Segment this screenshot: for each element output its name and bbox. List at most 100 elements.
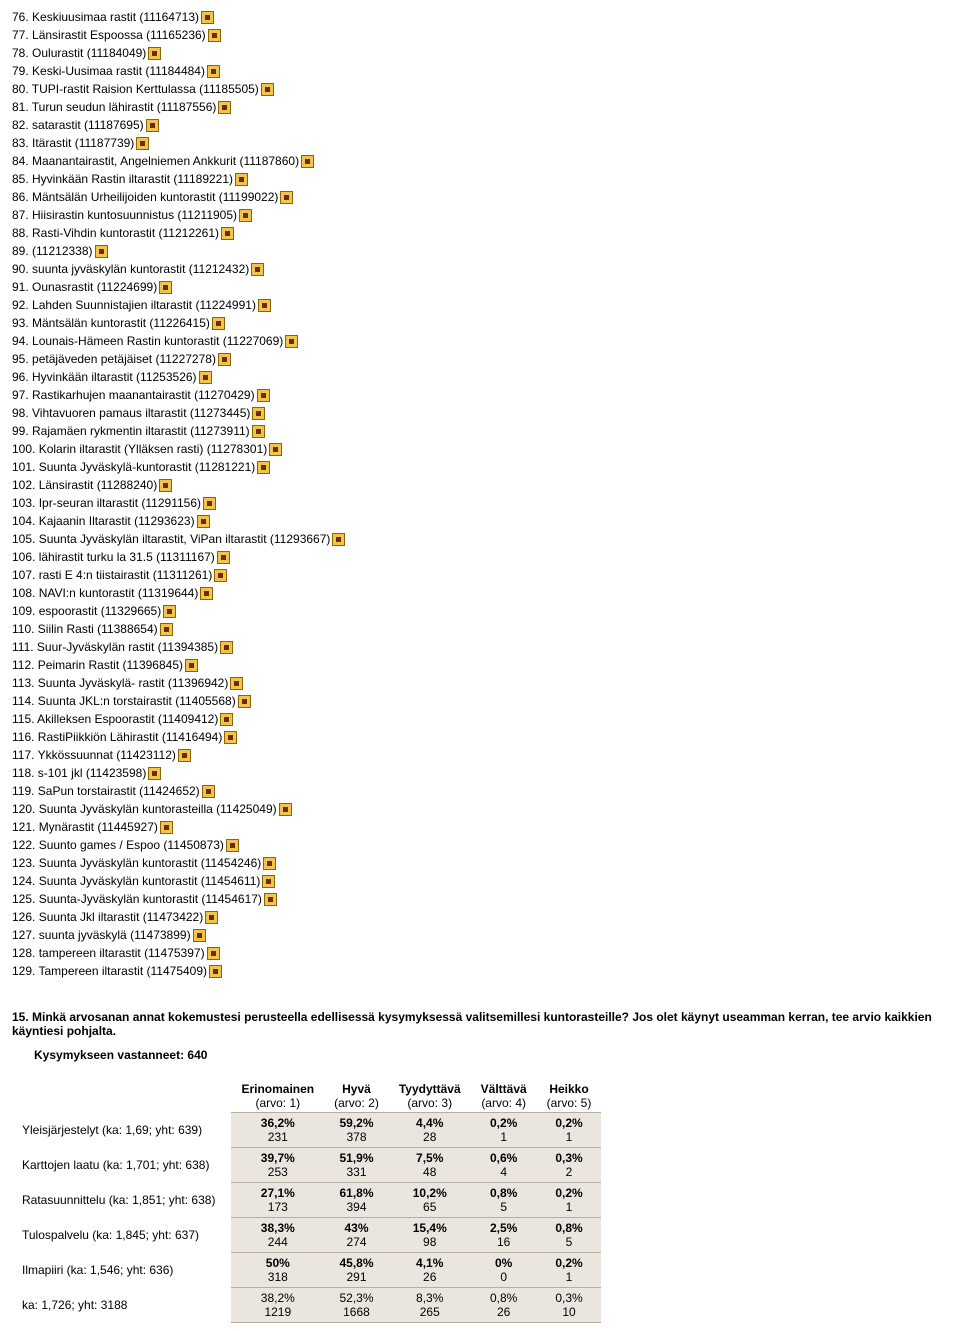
list-item: 112. Peimarin Rastit (11396845) [12, 656, 948, 674]
item-marker-icon [258, 299, 271, 312]
list-item-text: 98. Vihtavuoren pamaus iltarastit (11273… [12, 404, 250, 422]
data-cell: 0,2%1 [537, 1113, 602, 1148]
data-cell: 7,5%48 [389, 1148, 471, 1183]
data-cell: 61,8%394 [324, 1183, 389, 1218]
data-cell: 8,3%265 [389, 1288, 471, 1323]
list-item: 115. Akilleksen Espoorastit (11409412) [12, 710, 948, 728]
item-marker-icon [257, 389, 270, 402]
data-cell: 15,4%98 [389, 1218, 471, 1253]
list-item-text: 91. Ounasrastit (11224699) [12, 278, 157, 296]
question-heading: 15. Minkä arvosanan annat kokemustesi pe… [12, 1010, 948, 1038]
list-item-text: 103. Ipr-seuran iltarastit (11291156) [12, 494, 201, 512]
list-item-text: 78. Oulurastit (11184049) [12, 44, 146, 62]
item-marker-icon [262, 875, 275, 888]
list-item: 95. petäjäveden petäjäiset (11227278) [12, 350, 948, 368]
list-item: 116. RastiPiikkiön Lähirastit (11416494) [12, 728, 948, 746]
list-item-text: 126. Suunta Jkl iltarastit (11473422) [12, 908, 203, 926]
list-item: 94. Lounais-Hämeen Rastin kuntorastit (1… [12, 332, 948, 350]
list-item-text: 113. Suunta Jyväskylä- rastit (11396942) [12, 674, 228, 692]
item-marker-icon [200, 587, 213, 600]
row-label: Ratasuunnittelu (ka: 1,851; yht: 638) [12, 1183, 231, 1218]
list-item-text: 109. espoorastit (11329665) [12, 602, 161, 620]
list-item: 104. Kajaanin Iltarastit (11293623) [12, 512, 948, 530]
list-item: 118. s-101 jkl (11423598) [12, 764, 948, 782]
item-marker-icon [214, 569, 227, 582]
list-item-text: 97. Rastikarhujen maanantairastit (11270… [12, 386, 255, 404]
item-marker-icon [280, 191, 293, 204]
item-marker-icon [202, 785, 215, 798]
data-cell: 45,8%291 [324, 1253, 389, 1288]
list-item-text: 127. suunta jyväskylä (11473899) [12, 926, 191, 944]
list-item: 81. Turun seudun lähirastit (11187556) [12, 98, 948, 116]
item-marker-icon [193, 929, 206, 942]
list-item: 103. Ipr-seuran iltarastit (11291156) [12, 494, 948, 512]
data-cell: 36,2%231 [231, 1113, 324, 1148]
data-cell: 0,2%1 [537, 1183, 602, 1218]
item-marker-icon [163, 605, 176, 618]
list-item: 93. Mäntsälän kuntorastit (11226415) [12, 314, 948, 332]
list-item: 117. Ykkössuunnat (11423112) [12, 746, 948, 764]
data-cell: 0%0 [471, 1253, 537, 1288]
table-header-cell: Välttävä(arvo: 4) [471, 1080, 537, 1113]
item-marker-icon [185, 659, 198, 672]
item-marker-icon [201, 11, 214, 24]
data-cell: 0,2%1 [537, 1253, 602, 1288]
data-cell: 0,6%4 [471, 1148, 537, 1183]
item-marker-icon [148, 47, 161, 60]
list-item-text: 119. SaPun torstairastit (11424652) [12, 782, 200, 800]
list-item: 125. Suunta-Jyväskylän kuntorastit (1145… [12, 890, 948, 908]
list-item: 80. TUPI-rastit Raision Kerttulassa (111… [12, 80, 948, 98]
list-item: 128. tampereen iltarastit (11475397) [12, 944, 948, 962]
list-item: 113. Suunta Jyväskylä- rastit (11396942) [12, 674, 948, 692]
item-marker-icon [220, 641, 233, 654]
list-item: 101. Suunta Jyväskylä-kuntorastit (11281… [12, 458, 948, 476]
list-item-text: 120. Suunta Jyväskylän kuntorasteilla (1… [12, 800, 277, 818]
list-item: 79. Keski-Uusimaa rastit (11184484) [12, 62, 948, 80]
list-item: 84. Maanantairastit, Angelniemen Ankkuri… [12, 152, 948, 170]
list-item-text: 82. satarastit (11187695) [12, 116, 144, 134]
item-marker-icon [159, 281, 172, 294]
list-item: 129. Tampereen iltarastit (11475409) [12, 962, 948, 980]
item-marker-icon [207, 947, 220, 960]
list-item: 114. Suunta JKL:n torstairastit (1140556… [12, 692, 948, 710]
list-item: 76. Keskiuusimaa rastit (11164713) [12, 8, 948, 26]
list-item-text: 99. Rajamäen rykmentin iltarastit (11273… [12, 422, 250, 440]
list-item-text: 81. Turun seudun lähirastit (11187556) [12, 98, 216, 116]
list-item: 85. Hyvinkään Rastin iltarastit (1118922… [12, 170, 948, 188]
table-header-cell: Heikko(arvo: 5) [537, 1080, 602, 1113]
spacer [12, 980, 948, 1010]
data-cell: 0,8%5 [471, 1183, 537, 1218]
item-marker-icon [257, 461, 270, 474]
list-item: 87. Hiisirastin kuntosuunnistus (1121190… [12, 206, 948, 224]
table-header-row: Erinomainen(arvo: 1)Hyvä(arvo: 2)Tyydytt… [12, 1080, 601, 1113]
data-cell: 27,1%173 [231, 1183, 324, 1218]
item-marker-icon [160, 623, 173, 636]
list-item-text: 93. Mäntsälän kuntorastit (11226415) [12, 314, 210, 332]
list-item: 122. Suunto games / Espoo (11450873) [12, 836, 948, 854]
list-item: 91. Ounasrastit (11224699) [12, 278, 948, 296]
list-item: 109. espoorastit (11329665) [12, 602, 948, 620]
item-marker-icon [203, 497, 216, 510]
item-marker-icon [205, 911, 218, 924]
data-cell: 2,5%16 [471, 1218, 537, 1253]
table-row: Karttojen laatu (ka: 1,701; yht: 638)39,… [12, 1148, 601, 1183]
item-marker-icon [238, 695, 251, 708]
list-item-text: 107. rasti E 4:n tiistairastit (11311261… [12, 566, 212, 584]
list-item: 98. Vihtavuoren pamaus iltarastit (11273… [12, 404, 948, 422]
item-marker-icon [95, 245, 108, 258]
list-item: 102. Länsirastit (11288240) [12, 476, 948, 494]
list-item: 105. Suunta Jyväskylän iltarastit, ViPan… [12, 530, 948, 548]
item-marker-icon [224, 731, 237, 744]
data-cell: 10,2%65 [389, 1183, 471, 1218]
table-header-cell: Erinomainen(arvo: 1) [231, 1080, 324, 1113]
list-item-text: 86. Mäntsälän Urheilijoiden kuntorastit … [12, 188, 278, 206]
item-marker-icon [235, 173, 248, 186]
table-row: Ilmapiiri (ka: 1,546; yht: 636)50%31845,… [12, 1253, 601, 1288]
list-item: 96. Hyvinkään iltarastit (11253526) [12, 368, 948, 386]
item-marker-icon [332, 533, 345, 546]
data-cell: 52,3%1668 [324, 1288, 389, 1323]
item-marker-icon [146, 119, 159, 132]
list-item: 119. SaPun torstairastit (11424652) [12, 782, 948, 800]
item-marker-icon [264, 893, 277, 906]
list-item-text: 116. RastiPiikkiön Lähirastit (11416494) [12, 728, 222, 746]
